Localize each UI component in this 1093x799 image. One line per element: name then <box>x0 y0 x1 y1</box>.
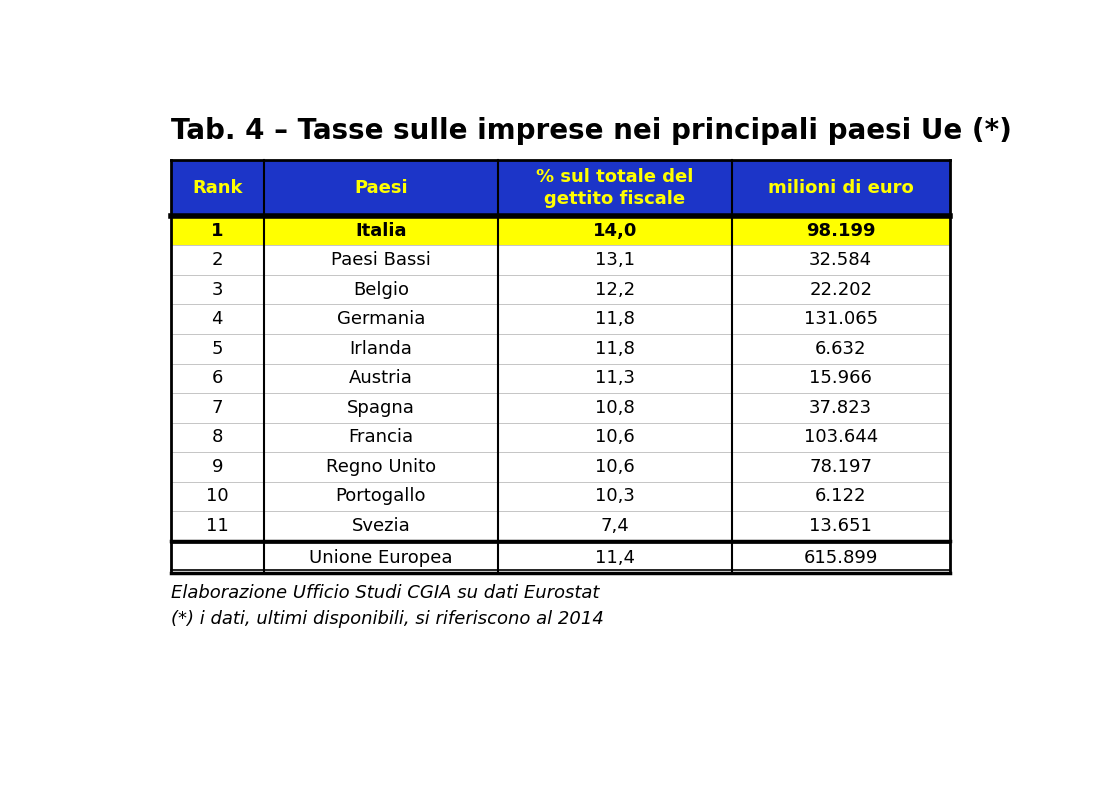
Text: Elaborazione Ufficio Studi CGIA su dati Eurostat: Elaborazione Ufficio Studi CGIA su dati … <box>171 584 599 602</box>
Text: 11: 11 <box>205 517 228 535</box>
Text: Unione Europea: Unione Europea <box>309 549 453 567</box>
Text: 10,6: 10,6 <box>595 458 635 476</box>
Text: Svezia: Svezia <box>352 517 410 535</box>
Text: Francia: Francia <box>349 428 413 447</box>
Bar <box>171 304 950 334</box>
Text: 98.199: 98.199 <box>806 221 875 240</box>
Text: Tab. 4 – Tasse sulle imprese nei principali paesi Ue (*): Tab. 4 – Tasse sulle imprese nei princip… <box>171 117 1011 145</box>
Bar <box>171 245 950 275</box>
Text: 5: 5 <box>212 340 223 358</box>
Text: Paesi: Paesi <box>354 179 408 197</box>
Text: 6: 6 <box>212 369 223 388</box>
Bar <box>171 275 950 304</box>
Text: 13.651: 13.651 <box>809 517 872 535</box>
Text: 13,1: 13,1 <box>595 251 635 269</box>
Bar <box>171 364 950 393</box>
Bar <box>171 334 950 364</box>
Text: 11,4: 11,4 <box>595 549 635 567</box>
Text: 615.899: 615.899 <box>803 549 878 567</box>
Text: 11,8: 11,8 <box>595 340 635 358</box>
Text: (*) i dati, ultimi disponibili, si riferiscono al 2014: (*) i dati, ultimi disponibili, si rifer… <box>171 610 603 627</box>
Bar <box>171 393 950 423</box>
Text: 6.632: 6.632 <box>815 340 867 358</box>
Text: 10: 10 <box>205 487 228 506</box>
Text: 7: 7 <box>212 399 223 417</box>
Text: 103.644: 103.644 <box>803 428 878 447</box>
Text: 4: 4 <box>212 310 223 328</box>
Text: 10,8: 10,8 <box>595 399 635 417</box>
Text: 3: 3 <box>212 280 223 299</box>
Text: Rank: Rank <box>192 179 243 197</box>
Text: 10,3: 10,3 <box>595 487 635 506</box>
Text: 12,2: 12,2 <box>595 280 635 299</box>
Text: 131.065: 131.065 <box>803 310 878 328</box>
Text: 6.122: 6.122 <box>815 487 867 506</box>
Text: 2: 2 <box>212 251 223 269</box>
Bar <box>171 511 950 541</box>
Text: 9: 9 <box>212 458 223 476</box>
Text: 7,4: 7,4 <box>600 517 630 535</box>
Text: Paesi Bassi: Paesi Bassi <box>331 251 431 269</box>
Text: Italia: Italia <box>355 221 407 240</box>
Text: 8: 8 <box>212 428 223 447</box>
Bar <box>171 482 950 511</box>
Bar <box>171 543 950 573</box>
Text: Regno Unito: Regno Unito <box>326 458 436 476</box>
Text: 14,0: 14,0 <box>592 221 637 240</box>
Text: % sul totale del
gettito fiscale: % sul totale del gettito fiscale <box>536 168 693 209</box>
Bar <box>171 161 950 216</box>
Bar <box>171 423 950 452</box>
Text: 11,3: 11,3 <box>595 369 635 388</box>
Text: Spagna: Spagna <box>346 399 415 417</box>
Text: Belgio: Belgio <box>353 280 409 299</box>
Text: 22.202: 22.202 <box>809 280 872 299</box>
Text: 10,6: 10,6 <box>595 428 635 447</box>
Text: 78.197: 78.197 <box>809 458 872 476</box>
Text: 32.584: 32.584 <box>809 251 872 269</box>
Bar <box>171 216 950 245</box>
Text: Portogallo: Portogallo <box>336 487 426 506</box>
Text: 15.966: 15.966 <box>809 369 872 388</box>
Text: 37.823: 37.823 <box>809 399 872 417</box>
Text: 1: 1 <box>211 221 223 240</box>
Text: Irlanda: Irlanda <box>350 340 412 358</box>
Text: milioni di euro: milioni di euro <box>768 179 914 197</box>
Text: 11,8: 11,8 <box>595 310 635 328</box>
Text: Austria: Austria <box>349 369 413 388</box>
Text: Germania: Germania <box>337 310 425 328</box>
Bar <box>171 452 950 482</box>
